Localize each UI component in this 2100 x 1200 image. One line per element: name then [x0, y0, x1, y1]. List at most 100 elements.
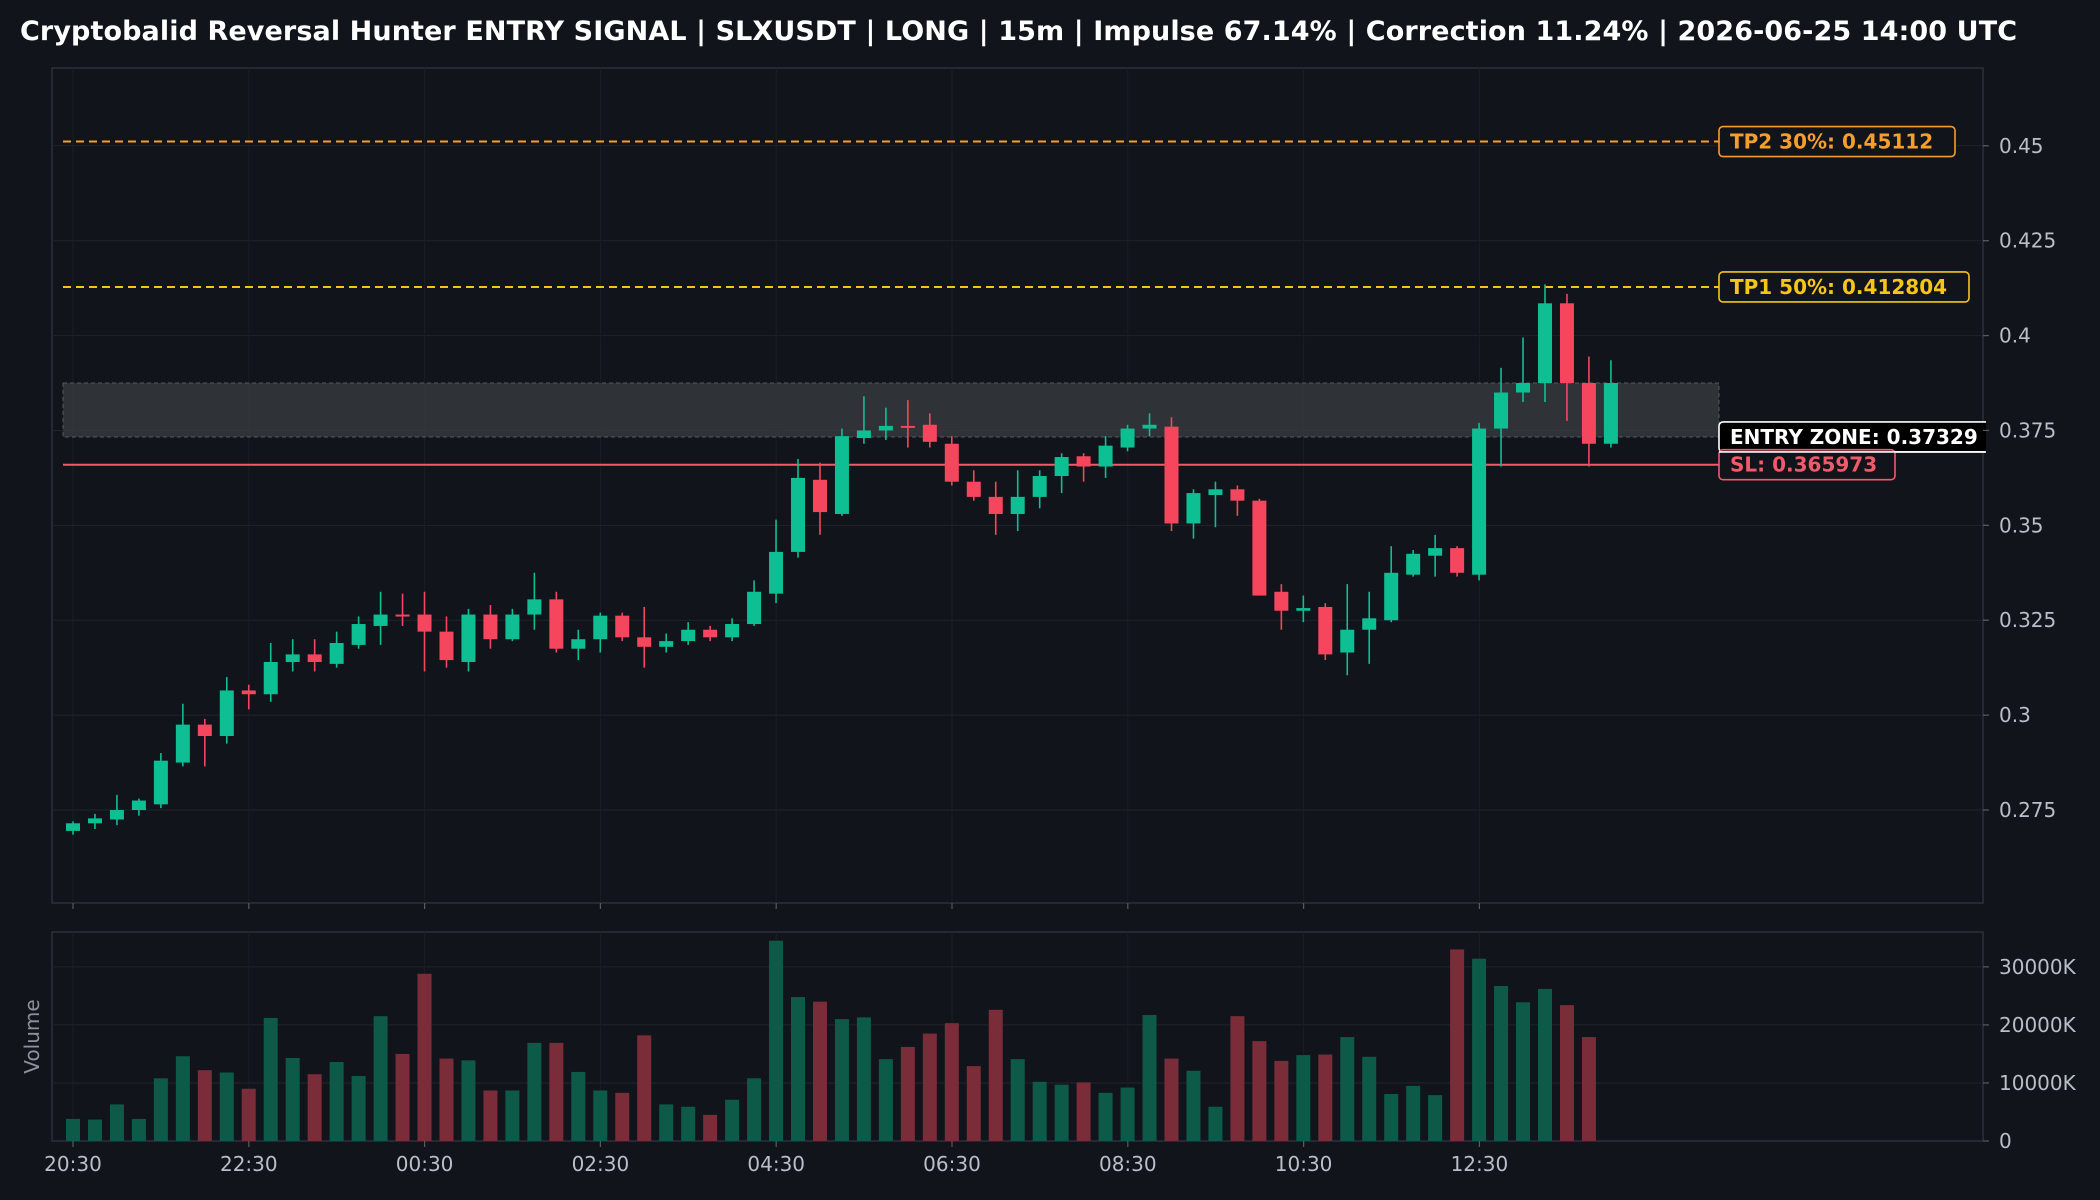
volume-bar: [1450, 949, 1465, 1141]
volume-bar: [747, 1078, 762, 1141]
volume-bar: [153, 1078, 168, 1141]
candle-body: [66, 823, 80, 831]
volume-bar: [109, 1104, 124, 1141]
volume-bar: [966, 1066, 981, 1141]
candle: [241, 684, 256, 710]
volume-bar: [637, 1035, 652, 1141]
candle: [1450, 546, 1465, 577]
price-y-tick-label: 0.4: [1999, 324, 2031, 348]
x-tick-label: 20:30: [44, 1152, 102, 1176]
candle-body: [219, 690, 234, 736]
candle-body: [461, 614, 476, 662]
volume-bar: [1164, 1058, 1179, 1141]
candle: [175, 703, 190, 767]
candle: [812, 462, 827, 535]
volume-y-tick-label: 30000K: [1999, 955, 2077, 979]
candle: [1537, 284, 1552, 402]
candle: [263, 643, 278, 702]
candle: [1076, 453, 1091, 482]
volume-bar: [769, 940, 784, 1141]
candle-body: [966, 481, 981, 497]
candle: [1296, 595, 1311, 623]
candle: [769, 519, 784, 604]
candle: [988, 481, 1003, 535]
volume-bar: [593, 1090, 608, 1141]
candle: [725, 618, 740, 642]
candle-body: [1230, 489, 1245, 501]
tp1-level-tag: TP1 50%: 0.412804: [1718, 271, 1970, 303]
volume-bar: [439, 1058, 454, 1141]
candle-body: [791, 477, 806, 552]
price-y-tick-label: 0.375: [1999, 418, 2056, 442]
candle: [483, 605, 498, 649]
volume-bar: [461, 1060, 476, 1141]
x-tick-label: 12:30: [1451, 1152, 1509, 1176]
candle-body: [571, 639, 586, 649]
volume-y-tick-label: 10000K: [1999, 1071, 2077, 1095]
candle: [307, 639, 322, 672]
chart-title: Cryptobalid Reversal Hunter ENTRY SIGNAL…: [20, 16, 2018, 47]
volume-bar: [1516, 1002, 1531, 1141]
candle: [1120, 424, 1135, 452]
candle: [791, 458, 806, 558]
candle-body: [1472, 428, 1487, 575]
volume-bar: [329, 1062, 344, 1141]
volume-bar: [659, 1104, 674, 1141]
candle-body: [593, 615, 608, 640]
candle-body: [197, 724, 212, 736]
candle-body: [1428, 548, 1443, 556]
price-y-tick-label: 0.275: [1999, 798, 2056, 822]
volume-bar: [307, 1074, 322, 1141]
candle-body: [285, 654, 300, 662]
candle-body: [1120, 428, 1135, 448]
candle-body: [725, 624, 740, 638]
candle: [1494, 367, 1509, 467]
candle: [505, 608, 520, 642]
volume-bar: [1142, 1015, 1157, 1141]
candle: [439, 616, 454, 668]
volume-bar: [505, 1090, 520, 1141]
candle-body: [483, 614, 498, 640]
volume-bar: [241, 1088, 256, 1141]
volume-bar: [1120, 1087, 1135, 1141]
volume-y-tick-label: 0: [1999, 1129, 2012, 1153]
level-tag-box: [1718, 448, 1896, 481]
candle: [153, 753, 168, 809]
volume-bar: [1472, 958, 1487, 1141]
volume-bar: [1076, 1082, 1091, 1141]
candle: [1032, 470, 1047, 509]
volume-bar: [681, 1106, 696, 1141]
x-tick-label: 22:30: [220, 1152, 278, 1176]
candle-body: [1186, 493, 1201, 524]
candle-body: [1450, 548, 1465, 573]
candle-body: [1494, 392, 1509, 429]
x-tick-label: 04:30: [747, 1152, 805, 1176]
volume-bar: [725, 1099, 740, 1141]
candle: [1164, 417, 1179, 532]
volume-y-tick-label: 20000K: [1999, 1013, 2077, 1037]
volume-bar: [417, 973, 432, 1141]
candle: [1186, 489, 1201, 539]
candle: [878, 407, 893, 440]
candle-body: [878, 425, 893, 431]
volume-bar: [1274, 1060, 1289, 1141]
candle: [197, 718, 212, 767]
volume-bar: [1230, 1016, 1245, 1141]
candle: [1340, 584, 1355, 676]
level-tag-label: ENTRY ZONE: 0.37329: [1730, 425, 1978, 449]
volume-bar: [66, 1118, 80, 1141]
candle: [659, 633, 674, 653]
volume-bar: [219, 1072, 234, 1141]
candle: [1428, 534, 1443, 577]
candle-body: [944, 443, 959, 482]
volume-bar: [373, 1016, 388, 1141]
volume-bar: [878, 1059, 893, 1141]
candle-body: [87, 818, 102, 824]
volume-bar: [944, 1023, 959, 1141]
volume-panel: 0 10000K 20000K 30000K 20:30 22:30 00:30 02:30 0…: [20, 931, 2077, 1176]
candle-body: [856, 430, 871, 439]
volume-bar: [1010, 1059, 1025, 1141]
candle-body: [747, 591, 762, 625]
candle: [593, 612, 608, 653]
